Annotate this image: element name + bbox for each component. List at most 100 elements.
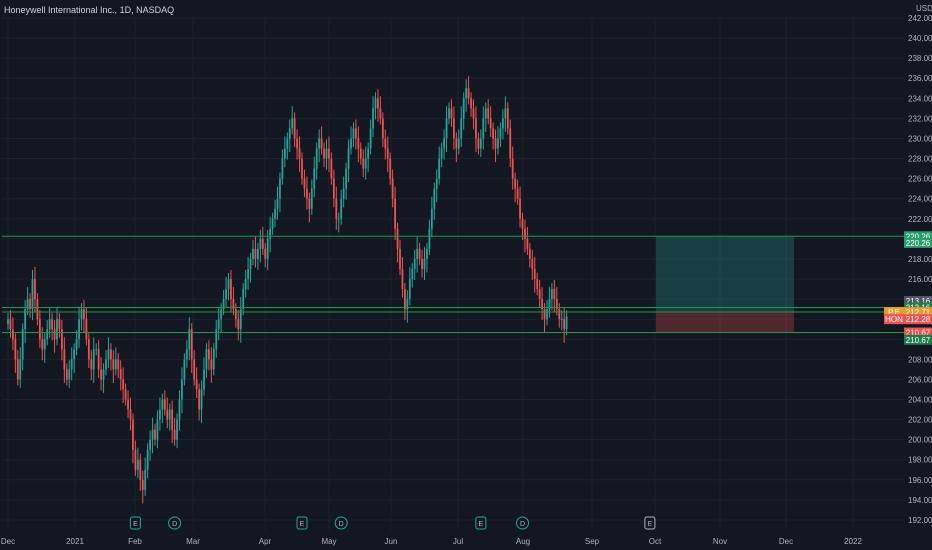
candle-body [440, 148, 443, 159]
price-tag-label: 212.28 [906, 315, 931, 324]
candle-body [504, 108, 507, 119]
candle-body [117, 359, 120, 370]
price-tag-prefix: P.E [888, 308, 900, 317]
candle-body [514, 178, 517, 189]
candle-body [247, 268, 249, 280]
y-tick-label: 198.00 [908, 456, 932, 465]
candle-body [445, 118, 448, 139]
candle-body [492, 128, 494, 139]
candle-body [149, 439, 151, 450]
candle-body [12, 329, 14, 340]
candle-body [455, 138, 458, 149]
candle-body [14, 339, 17, 360]
x-tick-label: Apr [259, 537, 272, 546]
candle-body [308, 198, 311, 209]
candle-body [404, 289, 406, 310]
candle-body [558, 309, 561, 320]
candle-body [225, 289, 227, 300]
profit-zone [656, 236, 794, 313]
candle-body [63, 349, 66, 370]
candle-body [560, 319, 563, 321]
candle-body [92, 349, 95, 370]
candle-body [80, 309, 83, 320]
grid [2, 17, 904, 530]
candle-body [347, 148, 350, 169]
candle-body [565, 316, 568, 330]
price-tag-prefix: HON [885, 315, 903, 324]
x-tick-label: May [321, 537, 336, 546]
candle-body [232, 299, 235, 310]
candle-body [408, 279, 411, 300]
candle-body [183, 359, 186, 380]
candle-body [332, 178, 335, 199]
candle-body [340, 198, 343, 219]
price-tag-label: 212.71 [906, 308, 931, 317]
candle-body [453, 118, 455, 139]
event-marker-label: E [133, 521, 138, 528]
candle-body [435, 178, 438, 189]
candle-body [36, 299, 39, 320]
candle-body [31, 279, 34, 310]
position-zones [656, 236, 794, 333]
y-tick-label: 234.00 [908, 94, 932, 103]
candle-body [377, 98, 379, 109]
candle-body [161, 399, 164, 410]
y-tick-label: 206.00 [908, 375, 932, 384]
candle-body [506, 108, 509, 129]
earnings-marker [644, 516, 656, 530]
candle-body [315, 148, 318, 169]
candle-body [166, 409, 169, 420]
candle-body [188, 329, 191, 350]
candle-body [433, 188, 436, 209]
dividend-marker [168, 516, 182, 530]
candle-body [168, 409, 171, 420]
dividend-marker [334, 516, 348, 530]
y-tick-label: 194.00 [908, 496, 932, 505]
candle-body [563, 319, 566, 330]
price-tag-box [904, 334, 932, 345]
candle-body [310, 188, 313, 209]
candle-body [416, 248, 419, 259]
y-tick-label: 196.00 [908, 476, 932, 485]
price-axis: 192.00 194.00 196.00 198.00 200.00 202.00 204.… [908, 4, 932, 525]
candle-body [26, 299, 29, 310]
y-tick-label: 208.00 [908, 355, 932, 364]
candle-body [489, 118, 492, 129]
y-tick-label: 202.00 [908, 416, 932, 425]
candle-body [56, 319, 58, 340]
candle-body [536, 279, 539, 290]
earnings-marker [129, 516, 141, 530]
candle-body [443, 138, 445, 149]
candle-body [212, 349, 215, 370]
candle-body [114, 359, 117, 370]
y-tick-label: 216.00 [908, 275, 932, 284]
candle-body [367, 148, 370, 159]
candle-body [502, 118, 504, 129]
candle-body [16, 359, 19, 380]
candle-body [41, 339, 44, 350]
candle-body [296, 138, 298, 149]
price-tag-box [904, 231, 932, 242]
candle-body [524, 228, 526, 239]
candle-body [97, 349, 100, 370]
x-tick-label: Mar [186, 537, 200, 546]
candle-body [355, 128, 357, 139]
candle-body [181, 379, 183, 400]
candle-body [237, 319, 240, 330]
x-tick-label: Aug [516, 537, 530, 546]
candle-body [301, 158, 303, 179]
candle-body [239, 309, 242, 330]
candle-body [391, 178, 394, 199]
loss-zone [656, 312, 794, 333]
candle-body [48, 319, 51, 330]
x-tick-label: 2021 [66, 537, 84, 546]
candle-body [467, 88, 470, 99]
price-tag-label: 213.16 [906, 297, 931, 306]
candle-body [227, 279, 230, 290]
candle-body [551, 289, 553, 300]
candle-body [337, 218, 340, 220]
candle-body [526, 238, 529, 249]
candle-body [136, 459, 139, 470]
